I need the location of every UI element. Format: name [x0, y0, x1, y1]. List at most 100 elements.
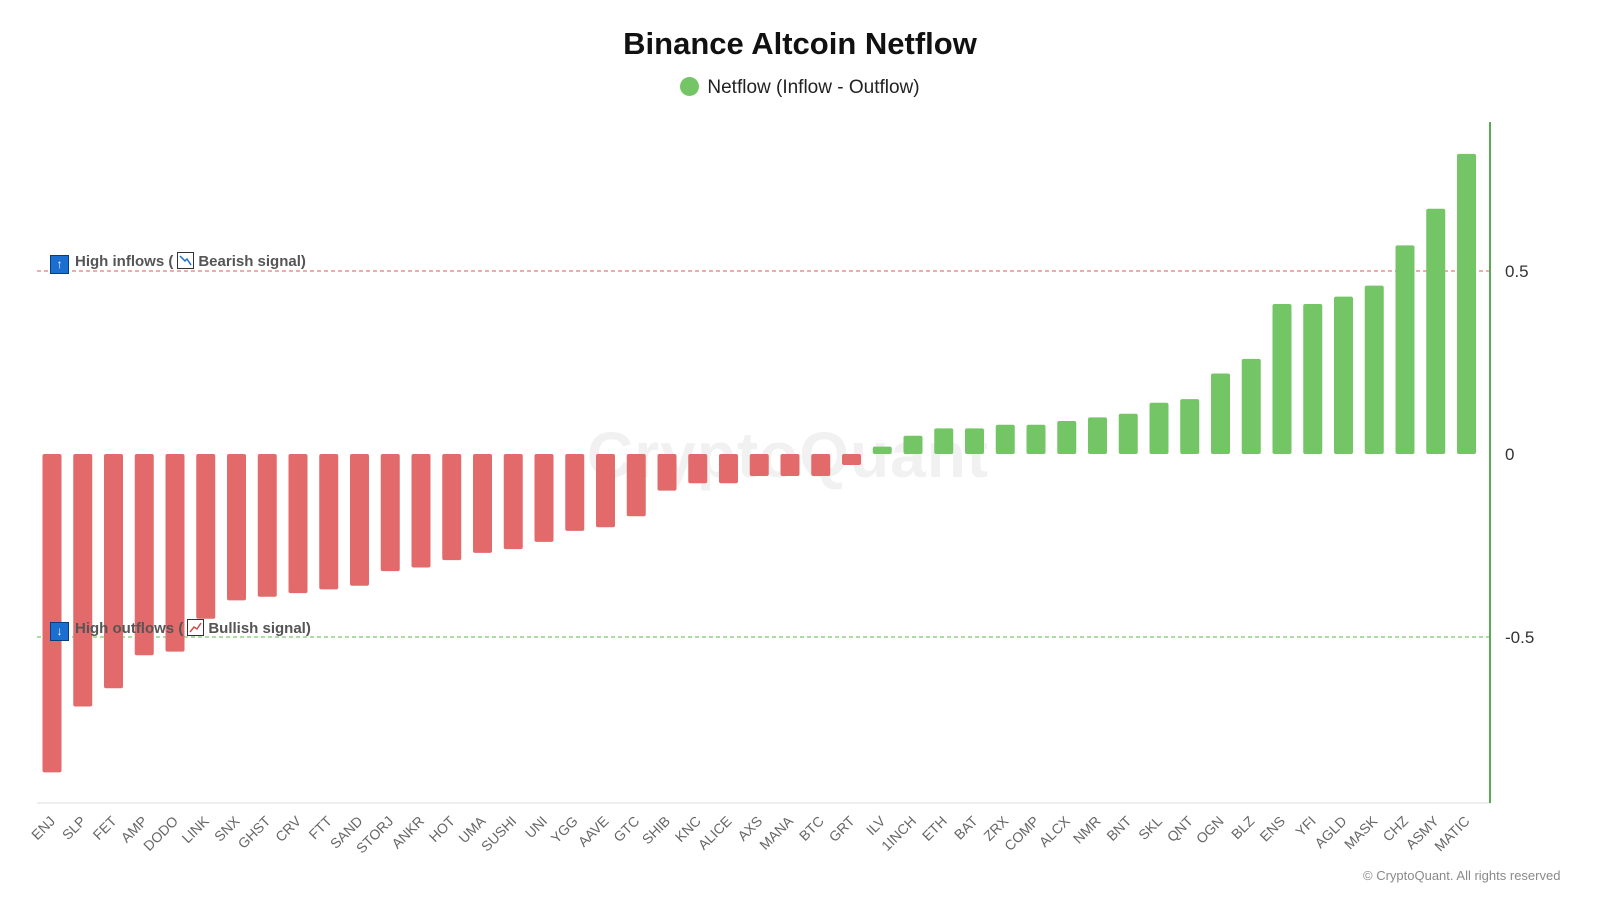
- x-tick-label: COMP: [1001, 813, 1042, 854]
- high-outflows-label: ↓ High outflows (Bullish signal): [50, 619, 311, 641]
- x-tick-label: AGLD: [1311, 813, 1349, 851]
- high-inflows-text: High inflows: [75, 253, 165, 270]
- x-tick-label: MATIC: [1431, 813, 1472, 854]
- x-tick-label: UNI: [522, 813, 550, 841]
- legend[interactable]: Netflow (Inflow - Outflow): [0, 77, 1600, 99]
- bar-ens: [1272, 303, 1292, 454]
- bar-uma: [473, 454, 492, 553]
- bar-ghst: [257, 454, 277, 597]
- arrow-down-icon: ↓: [50, 622, 69, 641]
- x-tick-label: HOT: [426, 812, 459, 845]
- x-tick-label: BAT: [951, 813, 981, 843]
- bar-qnt: [1180, 399, 1200, 454]
- bar-ankr: [411, 454, 431, 568]
- bar-hot: [442, 454, 462, 561]
- bar-skl: [1149, 402, 1169, 454]
- high-inflows-label: ↑ High inflows (Bearish signal): [50, 252, 306, 274]
- bar-sushi: [503, 454, 523, 550]
- x-tick-label: LINK: [179, 812, 213, 846]
- x-tick-label: NMR: [1070, 813, 1104, 847]
- bar-zrx: [995, 424, 1015, 454]
- bar-gtc: [626, 454, 646, 517]
- bearish-signal-text: Bearish signal: [198, 253, 301, 270]
- x-tick-label: AAVE: [575, 813, 612, 850]
- x-tick-label: ALICE: [695, 813, 735, 853]
- bar-aave: [596, 454, 615, 528]
- bar-uni: [534, 454, 554, 542]
- bar-ygg: [565, 454, 585, 531]
- bar-mana: [780, 454, 800, 476]
- bar-chz: [1395, 245, 1415, 454]
- bar-link: [196, 454, 216, 619]
- x-tick-label: SLP: [59, 813, 89, 843]
- x-tick-label: SUSHI: [478, 813, 520, 855]
- x-tick-label: BNT: [1103, 812, 1134, 843]
- x-tick-label: ENS: [1256, 813, 1288, 845]
- bullish-signal-text: Bullish signal: [208, 620, 306, 637]
- x-tick-label: 1INCH: [878, 813, 919, 854]
- bullish-chart-icon: [187, 619, 205, 636]
- bar-matic: [1457, 153, 1476, 454]
- bar-amp: [134, 454, 154, 656]
- bar-crv: [288, 454, 308, 594]
- bar-eth: [934, 428, 954, 454]
- bar-bnt: [1118, 413, 1138, 454]
- x-tick-label: MASK: [1341, 812, 1381, 852]
- bar-ogn: [1211, 373, 1230, 454]
- legend-label: Netflow (Inflow - Outflow): [707, 77, 920, 98]
- x-tick-label: MANA: [756, 812, 796, 852]
- bar-slp: [73, 454, 93, 707]
- x-tick-label: SKL: [1135, 813, 1165, 843]
- x-tick-label: DODO: [140, 813, 181, 854]
- bar-dodo: [165, 454, 185, 652]
- bar-nmr: [1088, 417, 1107, 454]
- x-tick-label: FET: [90, 812, 120, 842]
- bar-alcx: [1057, 421, 1077, 454]
- bar-ftt: [319, 454, 339, 590]
- y-tick-label: 0.5: [1505, 262, 1529, 281]
- x-tick-label: ENJ: [28, 813, 58, 843]
- bar-blz: [1241, 358, 1261, 454]
- bar-bat: [965, 428, 984, 454]
- x-tick-label: ALCX: [1036, 812, 1074, 850]
- x-tick-label: GHST: [235, 812, 274, 851]
- bar-enj: [42, 454, 62, 773]
- bar-sand: [350, 454, 369, 586]
- x-tick-label: GTC: [610, 813, 642, 845]
- bar-ilv: [872, 446, 892, 454]
- chart-title: Binance Altcoin Netflow: [623, 26, 977, 61]
- x-tick-label: CRV: [272, 812, 305, 845]
- bar-snx: [227, 454, 246, 601]
- x-tick-label: YGG: [548, 813, 581, 846]
- bar-grt: [842, 454, 861, 465]
- bar-agld: [1334, 296, 1353, 454]
- bearish-chart-icon: [177, 252, 195, 269]
- high-outflows-text: High outflows: [75, 620, 175, 637]
- bar-alice: [719, 454, 738, 484]
- bar-fet: [104, 454, 123, 689]
- y-tick-label: 0: [1505, 445, 1514, 464]
- x-tick-label: BLZ: [1228, 812, 1258, 842]
- bar-shib: [657, 454, 677, 491]
- bar-storj: [380, 454, 400, 572]
- x-tick-label: QNT: [1164, 812, 1197, 845]
- y-tick-label: -0.5: [1505, 628, 1534, 647]
- bar-1inch: [903, 435, 923, 454]
- legend-marker: [680, 77, 700, 96]
- bar-btc: [811, 454, 831, 476]
- bar-mask: [1364, 285, 1384, 454]
- bar-yfi: [1303, 303, 1323, 454]
- x-tick-label: ANKR: [388, 813, 427, 852]
- bar-asmy: [1426, 208, 1446, 454]
- x-tick-label: OGN: [1193, 813, 1227, 847]
- bar-knc: [688, 454, 708, 484]
- x-tick-label: SHIB: [639, 813, 673, 847]
- x-tick-label: ETH: [919, 813, 950, 844]
- x-tick-label: BTC: [796, 813, 827, 844]
- copyright-notice: © CryptoQuant. All rights reserved: [1363, 868, 1561, 883]
- bar-axs: [749, 454, 769, 476]
- arrow-up-icon: ↑: [50, 255, 69, 274]
- x-tick-label: GRT: [826, 813, 858, 845]
- bar-comp: [1026, 424, 1046, 454]
